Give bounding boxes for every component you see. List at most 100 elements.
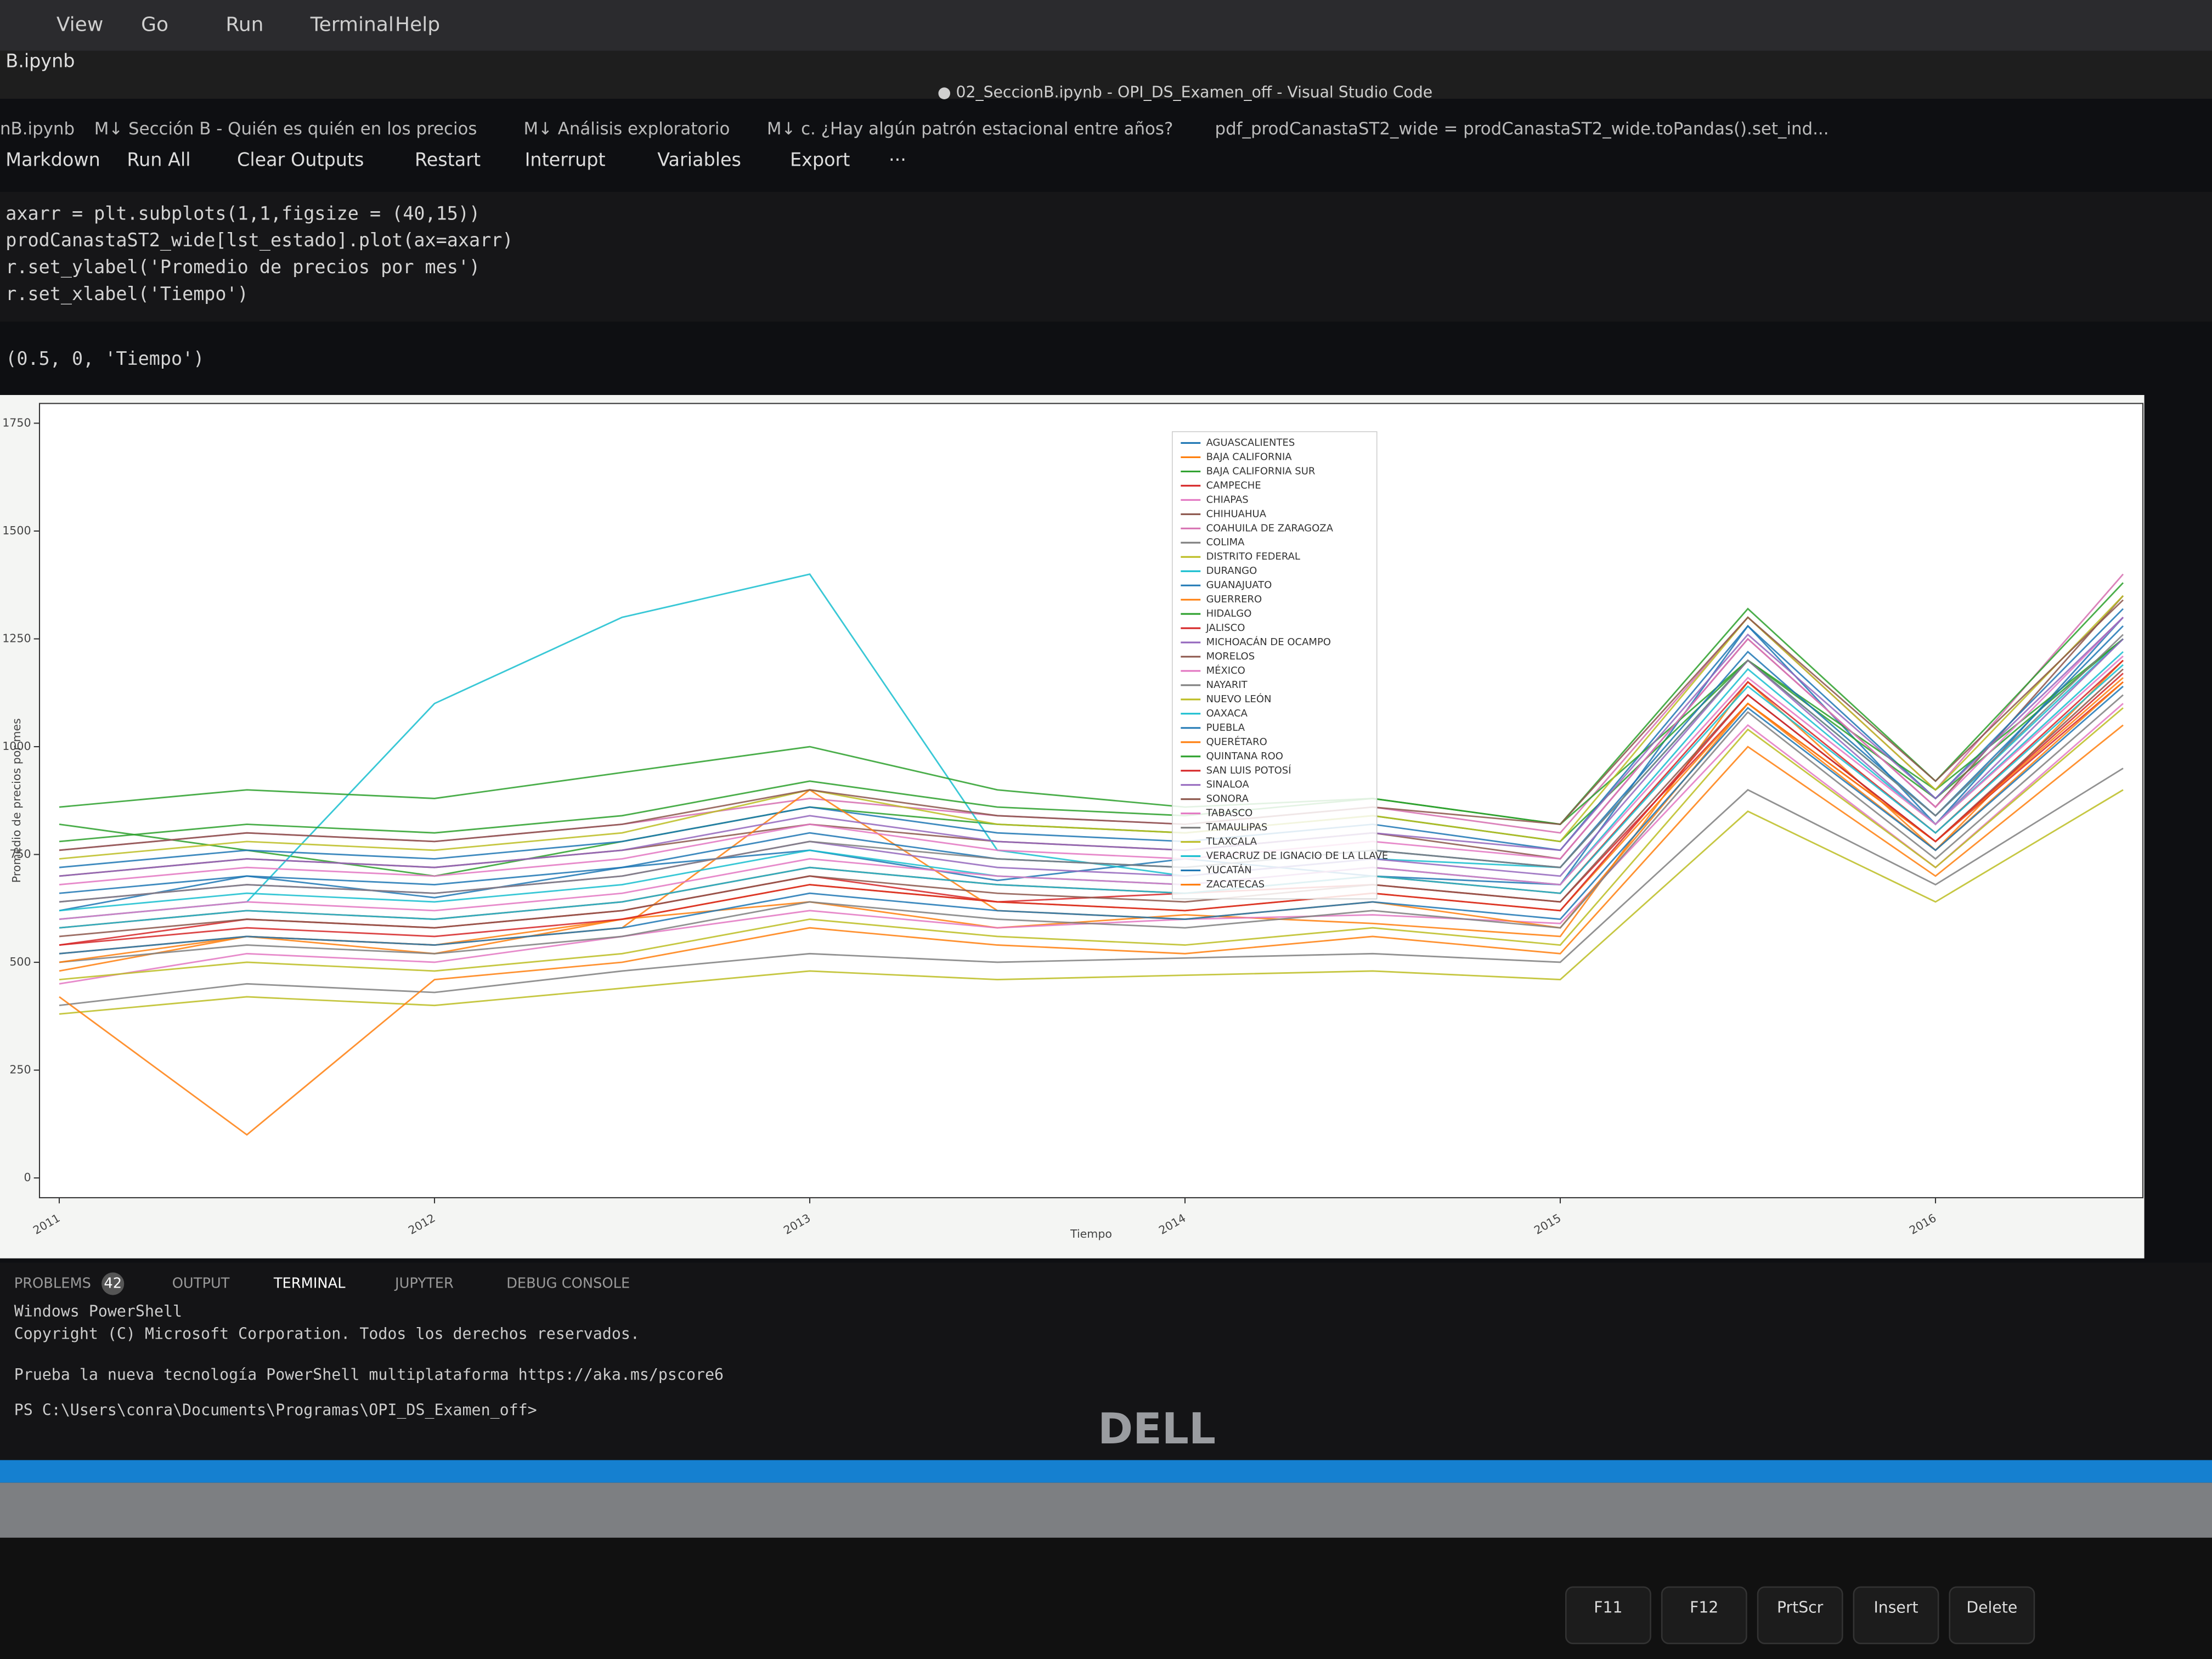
series-line [59, 664, 2124, 929]
series-line [59, 617, 2124, 877]
terminal-line: Windows PowerShell [14, 1302, 182, 1320]
panel-tab[interactable]: JUPYTER [394, 1276, 454, 1292]
brand: DELL [1098, 1404, 1216, 1454]
panel-tab[interactable]: PROBLEMS [14, 1276, 91, 1292]
key-label: PrtScr [1777, 1598, 1824, 1616]
legend-label: BAJA CALIFORNIA [1206, 451, 1293, 462]
legend-label: JALISCO [1206, 622, 1245, 634]
y-tick-label: 250 [9, 1063, 31, 1076]
legend-label: ZACATECAS [1206, 879, 1265, 890]
problems-count: 42 [104, 1276, 122, 1292]
badge [101, 1272, 125, 1295]
panel [0, 1262, 2212, 1475]
legend-label: PUEBLA [1206, 722, 1245, 733]
toolbar-button[interactable]: Interrupt [525, 149, 606, 171]
menu-item[interactable]: View [57, 13, 103, 36]
panel-tab[interactable]: TERMINAL [273, 1276, 346, 1292]
series-line [59, 617, 2124, 912]
series-line [59, 685, 2124, 955]
legend-label: SONORA [1206, 793, 1249, 805]
key [1757, 1586, 1843, 1645]
panel-tab[interactable]: OUTPUT [172, 1276, 230, 1292]
y-tick-label: 500 [9, 955, 31, 968]
legend-label: DURANGO [1206, 565, 1257, 577]
tab[interactable]: B.ipynb [5, 50, 75, 72]
toolbar-button[interactable]: ··· [889, 149, 906, 171]
breadcrumb[interactable]: pdf_prodCanastaST2_wide = prodCanastaST2… [1215, 119, 1829, 139]
code-line: prodCanastaST2_wide[lst_estado].plot(ax=… [5, 229, 513, 251]
menu-item[interactable]: Go [141, 13, 168, 36]
series-line [59, 595, 2124, 860]
terminal-line: Prueba la nueva tecnología PowerShell mu… [14, 1365, 724, 1384]
menu-item[interactable]: Run [225, 13, 263, 36]
legend-label: CHIHUAHUA [1206, 508, 1267, 520]
toolbar-button[interactable]: Clear Outputs [237, 149, 364, 171]
y-tick-label: 1500 [2, 524, 31, 537]
panel-tab[interactable]: DEBUG CONSOLE [506, 1276, 630, 1292]
key-label: Insert [1874, 1598, 1918, 1616]
series-line [59, 789, 2124, 1015]
key [1853, 1586, 1939, 1645]
code-line: r.set_xlabel('Tiempo') [5, 283, 248, 305]
legend-label: NAYARIT [1206, 679, 1248, 691]
menu-item[interactable]: Help [395, 13, 440, 36]
breadcrumb[interactable]: nB.ipynb [0, 119, 75, 139]
legend-label: CAMPECHE [1206, 479, 1261, 491]
key [1949, 1586, 2035, 1645]
status-bar [0, 1460, 2212, 1483]
series-line [59, 599, 2124, 851]
legend-label: COAHUILA DE ZARAGOZA [1206, 522, 1334, 534]
toolbar-button[interactable]: Export [790, 149, 850, 171]
legend-label: SAN LUIS POTOSÍ [1206, 764, 1291, 776]
y-tick-label: 750 [9, 848, 31, 861]
series-line [59, 694, 2124, 963]
legend-label: QUERÉTARO [1206, 736, 1267, 748]
series-line [59, 582, 2124, 843]
legend-label: TAMAULIPAS [1206, 822, 1268, 833]
series-line [59, 655, 2124, 920]
legend-label: GUERRERO [1206, 594, 1262, 605]
legend-label: SINALOA [1206, 779, 1250, 791]
breadcrumb[interactable]: M↓ Análisis exploratorio [524, 119, 730, 139]
series-line [59, 634, 2124, 903]
terminal-line: PS C:\Users\conra\Documents\Programas\OP… [14, 1401, 537, 1419]
tab-bar [0, 50, 2212, 99]
keyboard [0, 1537, 2212, 1659]
breadcrumb[interactable]: M↓ Sección B - Quién es quién en los pre… [94, 119, 477, 139]
legend-label: TLAXCALA [1206, 836, 1257, 848]
code-cell [0, 191, 2212, 322]
legend-label: MICHOACÁN DE OCAMPO [1206, 636, 1331, 648]
legend-label: YUCATÁN [1206, 864, 1252, 876]
legend-label: CHIAPAS [1206, 494, 1249, 505]
legend-label: COLIMA [1206, 537, 1245, 548]
menu-bar [0, 0, 2212, 51]
toolbar-button[interactable]: Run All [127, 149, 190, 171]
window-title: ● 02_SeccionB.ipynb - OPI_DS_Examen_off … [938, 83, 1432, 101]
legend-label: GUANAJUATO [1206, 579, 1272, 591]
series-line [59, 768, 2124, 1007]
y-tick-label: 1000 [2, 740, 31, 753]
legend-label: MÉXICO [1206, 664, 1245, 676]
key-label: F12 [1690, 1598, 1718, 1616]
cell-output: (0.5, 0, 'Tiempo') [5, 348, 204, 369]
breadcrumb[interactable]: M↓ c. ¿Hay algún patrón estacional entre… [767, 119, 1173, 139]
code-line: r.set_ylabel('Promedio de precios por me… [5, 256, 480, 278]
key-label: Delete [1966, 1598, 2017, 1616]
series-line [59, 707, 2124, 981]
toolbar-button[interactable]: Variables [657, 149, 741, 171]
legend-label: MORELOS [1206, 651, 1255, 662]
x-axis-label: Tiempo [1070, 1227, 1112, 1240]
key [1565, 1586, 1651, 1645]
code-line: axarr = plt.subplots(1,1,figsize = (40,1… [5, 202, 480, 224]
legend-label: QUINTANA ROO [1206, 751, 1283, 762]
toolbar-button[interactable]: Markdown [5, 149, 100, 171]
key [1661, 1586, 1747, 1645]
legend-label: DISTRITO FEDERAL [1206, 551, 1300, 562]
toolbar-button[interactable]: Restart [415, 149, 481, 171]
legend-label: TABASCO [1206, 808, 1253, 819]
series-line [59, 673, 2124, 946]
series-line [59, 724, 2124, 1136]
menu-item[interactable]: Terminal [310, 13, 394, 36]
legend-label: VERACRUZ DE IGNACIO DE LA LLAVE [1206, 850, 1389, 862]
